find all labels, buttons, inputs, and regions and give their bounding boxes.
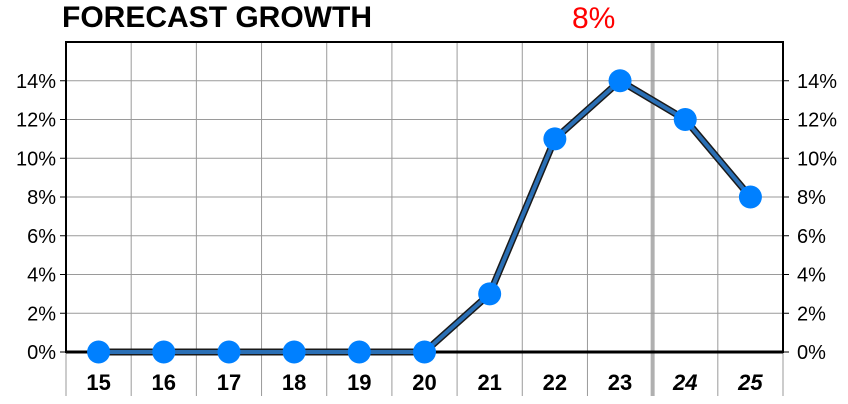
- data-point-22: [543, 127, 567, 151]
- y-axis-right: 0% 2% 4% 6% 8% 10% 12% 14%: [783, 71, 837, 364]
- data-point-20: [413, 340, 436, 364]
- y-tick-label-left: 8%: [27, 187, 56, 209]
- data-point-18: [282, 340, 306, 364]
- x-tick-label: 24: [672, 370, 697, 395]
- series-points: [87, 69, 762, 364]
- y-tick-label-left: 12%: [16, 110, 56, 132]
- y-tick-label-left: 10%: [16, 148, 56, 170]
- data-point-24: [673, 108, 697, 131]
- data-point-25: [738, 185, 762, 209]
- x-tick-label: 16: [152, 370, 176, 395]
- x-tick-label: 22: [543, 370, 567, 395]
- x-tick-label: 20: [412, 370, 436, 395]
- y-tick-label-right: 10%: [797, 148, 837, 170]
- y-tick-label-left: 14%: [16, 71, 56, 93]
- y-tick-label-right: 14%: [797, 71, 837, 93]
- y-tick-label-right: 8%: [797, 187, 826, 209]
- y-tick-label-right: 0%: [797, 342, 826, 364]
- y-tick-label-right: 2%: [797, 303, 826, 325]
- data-point-23: [608, 69, 632, 93]
- x-tick-label: 15: [86, 370, 110, 395]
- x-tick-label: 19: [347, 370, 371, 395]
- chart-title: FORECAST GROWTH: [62, 1, 372, 34]
- y-tick-label-right: 4%: [797, 265, 826, 287]
- data-point-21: [478, 282, 502, 306]
- y-axis-left: 0% 2% 4% 6% 8% 10% 12% 14%: [16, 71, 66, 364]
- x-tick-label: 23: [608, 370, 632, 395]
- x-axis: 15 16 17 18 19 20 21 22 23 24 25: [86, 370, 763, 395]
- y-tick-label-right: 12%: [797, 110, 837, 132]
- data-point-19: [347, 340, 371, 364]
- x-tick-label: 21: [477, 370, 501, 395]
- x-tick-label: 25: [737, 370, 763, 395]
- y-tick-label-left: 2%: [27, 303, 56, 325]
- data-point-17: [217, 340, 241, 364]
- data-point-16: [152, 340, 176, 364]
- x-tick-label: 18: [282, 370, 306, 395]
- chart-title-value: 8%: [572, 2, 615, 35]
- y-tick-label-right: 6%: [797, 226, 826, 248]
- x-tick-label: 17: [217, 370, 241, 395]
- y-tick-label-left: 6%: [27, 226, 56, 248]
- data-point-15: [87, 340, 111, 364]
- y-tick-label-left: 0%: [27, 342, 56, 364]
- y-tick-label-left: 4%: [27, 265, 56, 287]
